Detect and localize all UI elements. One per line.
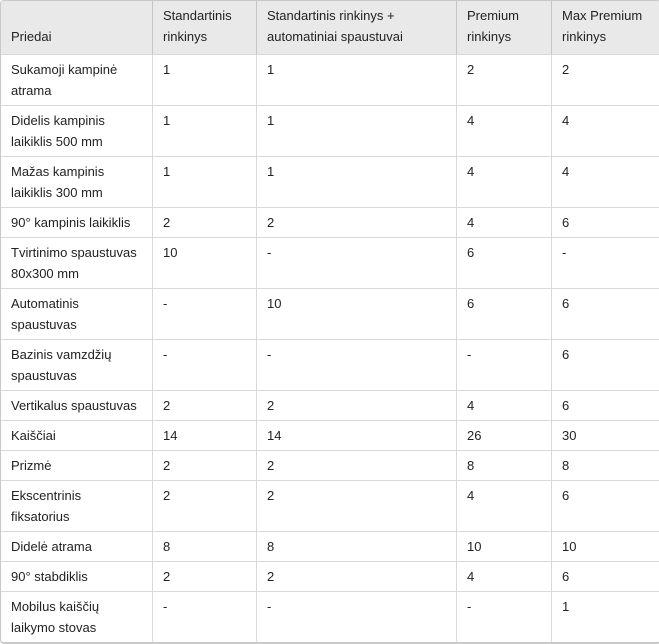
table-row: Didelė atrama 8 8 10 10	[1, 531, 659, 561]
row-label: 90° stabdiklis	[1, 561, 152, 591]
value-cell: 2	[256, 207, 456, 237]
value-cell: 2	[551, 54, 659, 105]
value-cell: -	[152, 288, 256, 339]
table-row: 90° stabdiklis 2 2 4 6	[1, 561, 659, 591]
value-cell: 2	[152, 561, 256, 591]
column-header: Max Premium rinkinys	[551, 1, 659, 54]
value-cell: 26	[456, 420, 551, 450]
value-cell: 10	[456, 531, 551, 561]
value-cell: 8	[152, 531, 256, 561]
row-label: Ekscentrinis fiksatorius	[1, 480, 152, 531]
value-cell: 1	[256, 54, 456, 105]
value-cell: 4	[456, 390, 551, 420]
value-cell: -	[256, 591, 456, 642]
row-label: Kaiščiai	[1, 420, 152, 450]
row-label: Vertikalus spaustuvas	[1, 390, 152, 420]
table-row: Automatinis spaustuvas -10 6 6	[1, 288, 659, 339]
value-cell: -	[456, 591, 551, 642]
value-cell: 4	[456, 480, 551, 531]
row-label: Automatinis spaustuvas	[1, 288, 152, 339]
value-cell: 1	[152, 156, 256, 207]
value-cell: 10	[152, 237, 256, 288]
table-row: Mobilus kaiščių laikymo stovas - - -1	[1, 591, 659, 642]
value-cell: 4	[456, 207, 551, 237]
row-label: Prizmė	[1, 450, 152, 480]
table-row: Prizmė 2 2 8 8	[1, 450, 659, 480]
table-row: Ekscentrinis fiksatorius 2 2 4 6	[1, 480, 659, 531]
value-cell: 4	[456, 105, 551, 156]
table-row: Mažas kampinis laikiklis 300 mm 1 1 4 4	[1, 156, 659, 207]
value-cell: 2	[256, 390, 456, 420]
value-cell: 1	[152, 105, 256, 156]
value-cell: 8	[456, 450, 551, 480]
table-body: Sukamoji kampinė atrama 1 1 2 2 Didelis kampi…	[1, 54, 659, 642]
column-header-priedai: Priedai	[1, 1, 152, 54]
header-row: Priedai Standartinis rinkinys Standartini…	[1, 1, 659, 54]
table-row: Didelis kampinis laikiklis 500 mm 1 1 4 4	[1, 105, 659, 156]
value-cell: 6	[551, 561, 659, 591]
value-cell: 2	[256, 480, 456, 531]
value-cell: 1	[256, 156, 456, 207]
value-cell: 2	[152, 450, 256, 480]
value-cell: 8	[551, 450, 659, 480]
value-cell: 14	[256, 420, 456, 450]
value-cell: -	[551, 237, 659, 288]
value-cell: 6	[551, 339, 659, 390]
table-row: Tvirtinimo spaustuvas 80x300 mm 10-6-	[1, 237, 659, 288]
column-header: Premium rinkinys	[456, 1, 551, 54]
value-cell: 30	[551, 420, 659, 450]
value-cell: -	[152, 339, 256, 390]
table-row: Sukamoji kampinė atrama 1 1 2 2	[1, 54, 659, 105]
value-cell: 6	[456, 288, 551, 339]
table-row: Bazinis vamzdžių spaustuvas - - -6	[1, 339, 659, 390]
value-cell: 1	[551, 591, 659, 642]
value-cell: -	[456, 339, 551, 390]
value-cell: 8	[256, 531, 456, 561]
row-label: 90° kampinis laikiklis	[1, 207, 152, 237]
value-cell: 6	[551, 390, 659, 420]
value-cell: 6	[456, 237, 551, 288]
value-cell: -	[256, 237, 456, 288]
table-row: Vertikalus spaustuvas 2 2 4 6	[1, 390, 659, 420]
value-cell: 14	[152, 420, 256, 450]
value-cell: 1	[152, 54, 256, 105]
row-label: Didelė atrama	[1, 531, 152, 561]
row-label: Mobilus kaiščių laikymo stovas	[1, 591, 152, 642]
value-cell: 1	[256, 105, 456, 156]
value-cell: 2	[256, 561, 456, 591]
row-label: Didelis kampinis laikiklis 500 mm	[1, 105, 152, 156]
row-label: Sukamoji kampinė atrama	[1, 54, 152, 105]
table-row: 90° kampinis laikiklis 2 2 4 6	[1, 207, 659, 237]
value-cell: 4	[551, 156, 659, 207]
row-label: Bazinis vamzdžių spaustuvas	[1, 339, 152, 390]
value-cell: 4	[551, 105, 659, 156]
column-header: Standartinis rinkinys + automatiniai spa…	[256, 1, 456, 54]
value-cell: 6	[551, 480, 659, 531]
value-cell: 2	[152, 207, 256, 237]
value-cell: -	[152, 591, 256, 642]
value-cell: 2	[456, 54, 551, 105]
row-label: Tvirtinimo spaustuvas 80x300 mm	[1, 237, 152, 288]
value-cell: 6	[551, 207, 659, 237]
value-cell: 2	[152, 390, 256, 420]
column-header: Standartinis rinkinys	[152, 1, 256, 54]
row-label: Mažas kampinis laikiklis 300 mm	[1, 156, 152, 207]
value-cell: 10	[256, 288, 456, 339]
value-cell: 6	[551, 288, 659, 339]
value-cell: -	[256, 339, 456, 390]
value-cell: 2	[152, 480, 256, 531]
value-cell: 2	[256, 450, 456, 480]
value-cell: 10	[551, 531, 659, 561]
table-row: Kaiščiai 14 14 26 30	[1, 420, 659, 450]
value-cell: 4	[456, 156, 551, 207]
value-cell: 4	[456, 561, 551, 591]
table-header: Priedai Standartinis rinkinys Standartini…	[1, 1, 659, 54]
